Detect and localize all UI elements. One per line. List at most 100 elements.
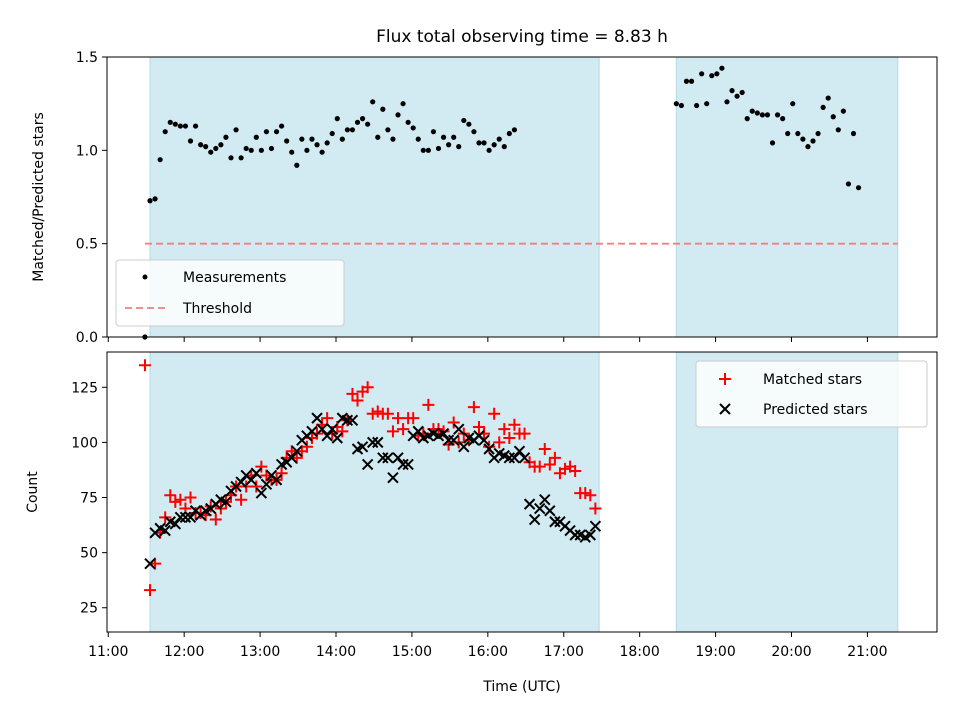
predicted-stars-point bbox=[331, 432, 343, 444]
measurement-point bbox=[511, 127, 518, 133]
measurement-point bbox=[481, 140, 487, 146]
predicted-stars-point bbox=[366, 436, 379, 449]
measurement-point bbox=[273, 129, 280, 135]
matched-stars-point bbox=[422, 398, 435, 411]
measurement-point bbox=[456, 144, 462, 150]
predicted-stars-point bbox=[503, 452, 516, 464]
measurement-point bbox=[400, 101, 406, 107]
measurement-point bbox=[785, 130, 791, 137]
matched-stars-point bbox=[392, 412, 405, 425]
measurement-point bbox=[820, 104, 826, 110]
predicted-stars-point bbox=[184, 511, 197, 524]
legend-measurements-label: Measurements bbox=[183, 270, 286, 286]
matched-stars-point bbox=[407, 412, 420, 425]
predicted-stars-point bbox=[544, 505, 556, 517]
y-tick-label: 100 bbox=[71, 435, 98, 451]
y-tick-label: 75 bbox=[80, 491, 98, 507]
predicted-stars-point bbox=[412, 425, 424, 438]
predicted-stars-point bbox=[387, 471, 399, 484]
matched-stars-point bbox=[138, 359, 151, 372]
measurement-point bbox=[147, 198, 153, 204]
matched-stars-point bbox=[386, 425, 399, 438]
predicted-stars-point bbox=[478, 434, 490, 446]
matched-stars-point bbox=[533, 460, 546, 473]
predicted-stars-point bbox=[534, 502, 546, 515]
x-tick-label: 15:00 bbox=[392, 644, 432, 660]
y-tick-label: 50 bbox=[80, 546, 98, 562]
matched-stars-point bbox=[503, 431, 516, 444]
measurement-point bbox=[683, 78, 690, 84]
matched-stars-point bbox=[351, 394, 364, 407]
matched-stars-point bbox=[235, 493, 248, 506]
measurement-point bbox=[810, 138, 816, 144]
measurement-point bbox=[476, 140, 482, 146]
observing-window-band bbox=[675, 56, 899, 338]
predicted-stars-point bbox=[159, 524, 171, 537]
y-tick-label: 1.0 bbox=[76, 143, 98, 159]
matched-stars-point bbox=[538, 443, 551, 456]
measurement-point bbox=[213, 145, 219, 152]
matched-stars-point bbox=[255, 460, 268, 473]
measurement-point bbox=[800, 136, 806, 142]
ratio-legend: Measurements Threshold bbox=[115, 259, 345, 327]
measurement-point bbox=[815, 130, 821, 137]
measurement-point bbox=[739, 89, 745, 96]
measurement-point bbox=[790, 101, 796, 107]
count-legend: Matched stars Predicted stars bbox=[695, 360, 928, 428]
measurement-point bbox=[182, 123, 189, 129]
predicted-stars-point bbox=[589, 520, 602, 532]
predicted-stars-point bbox=[306, 425, 318, 438]
predicted-stars-point bbox=[250, 467, 263, 479]
x-tick-label: 13:00 bbox=[240, 644, 280, 660]
measurement-point bbox=[299, 136, 305, 142]
measurement-point bbox=[850, 130, 857, 137]
x-tick-label: 21:00 bbox=[847, 644, 887, 660]
matched-stars-point bbox=[518, 427, 531, 440]
matched-stars-point bbox=[488, 407, 501, 420]
matched-stars-point bbox=[184, 491, 197, 504]
predicted-stars-point bbox=[397, 458, 409, 471]
measurement-point bbox=[177, 123, 183, 129]
predicted-stars-point bbox=[220, 496, 232, 508]
predicted-stars-point bbox=[286, 452, 298, 464]
x-tick-label: 11:00 bbox=[88, 644, 128, 660]
measurement-point bbox=[324, 140, 330, 146]
matched-stars-point bbox=[164, 489, 177, 502]
x-tick-label: 19:00 bbox=[695, 644, 735, 660]
measurement-point bbox=[238, 155, 244, 161]
y-tick-label: 25 bbox=[80, 601, 98, 617]
predicted-stars-point bbox=[341, 414, 354, 427]
matched-stars-point bbox=[397, 423, 410, 436]
ratio-y-axis-label: Matched/Predicted stars bbox=[31, 112, 47, 282]
measurement-point bbox=[486, 147, 492, 153]
measurement-point bbox=[258, 147, 264, 153]
measurement-point bbox=[506, 130, 512, 137]
measurement-point bbox=[405, 119, 411, 125]
matched-stars-point bbox=[209, 513, 222, 526]
matched-stars-point bbox=[447, 416, 460, 429]
matched-stars-point bbox=[371, 405, 384, 418]
measurement-point bbox=[380, 106, 386, 112]
ratio-plot-frame bbox=[106, 56, 938, 338]
matched-stars-point bbox=[584, 489, 597, 502]
x-tick-label: 14:00 bbox=[316, 644, 356, 660]
x-tick-label: 16:00 bbox=[468, 644, 508, 660]
x-tick-label: 18:00 bbox=[619, 644, 659, 660]
measurement-point bbox=[830, 114, 836, 120]
measurement-point bbox=[704, 101, 710, 107]
measurement-point bbox=[344, 127, 350, 133]
measurement-point bbox=[673, 101, 679, 107]
measurement-point bbox=[420, 147, 426, 153]
measurement-point bbox=[375, 134, 381, 140]
matched-stars-point bbox=[174, 493, 187, 506]
measurement-point bbox=[744, 116, 750, 122]
measurement-point bbox=[152, 196, 158, 202]
predicted-stars-point bbox=[437, 427, 450, 440]
predicted-stars-point bbox=[372, 436, 384, 449]
measurement-point bbox=[729, 88, 735, 94]
measurement-point bbox=[289, 149, 295, 155]
measurement-point bbox=[329, 130, 335, 137]
measurement-point bbox=[349, 127, 356, 133]
measurement-point bbox=[294, 162, 300, 168]
measurement-point bbox=[263, 129, 270, 135]
